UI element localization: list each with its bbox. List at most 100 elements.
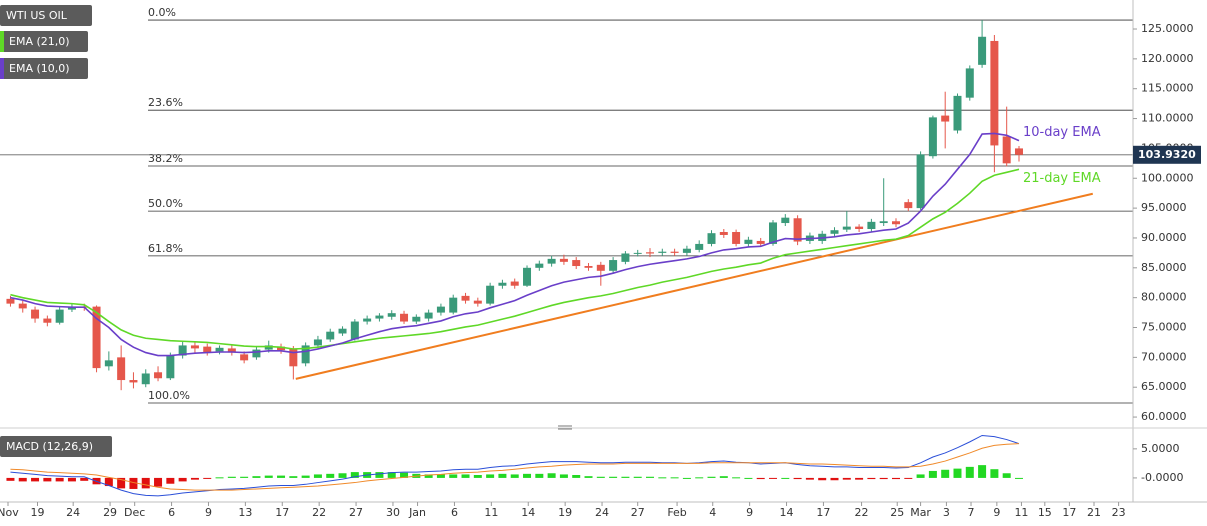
candle-body [941, 115, 950, 122]
macd-histogram-bar [252, 476, 261, 478]
candle-body [240, 354, 249, 361]
y-tick-label: 100.0000 [1141, 171, 1194, 184]
x-tick-label: 24 [66, 506, 80, 519]
candle-body [732, 231, 741, 244]
candle-body [486, 285, 495, 304]
y-tick-label: -0.0000 [1141, 471, 1183, 484]
plot-area: 0.0% 23.6% 38.2% 50.0% 61.8% 100.0% 21-day EMA… [0, 6, 1133, 497]
macd-histogram-bar [313, 474, 322, 478]
candle-body [572, 260, 581, 267]
candle-body [867, 221, 876, 230]
macd-histogram-bar [658, 477, 667, 479]
macd-histogram-bar [670, 477, 679, 479]
macd-histogram-bar [855, 477, 864, 480]
y-tick-label: 80.0000 [1141, 291, 1187, 304]
x-tick-label: 6 [168, 506, 175, 519]
macd-histogram-bar [756, 477, 765, 480]
macd-histogram-bar [18, 477, 27, 482]
ema-line [10, 168, 1020, 350]
candle-body [793, 218, 802, 242]
macd-histogram-bar [227, 476, 236, 478]
legend-entry: EMA (10,0) [9, 62, 70, 75]
macd-histogram-bar [6, 477, 15, 481]
x-tick-label: 9 [205, 506, 212, 519]
candle-body [178, 345, 187, 356]
candle-body [781, 217, 790, 224]
candle-body [547, 258, 556, 264]
macd-histogram-bar [31, 477, 40, 482]
macd-histogram-bar [879, 477, 888, 480]
macd-histogram-bar [609, 476, 618, 478]
macd-histogram-bar [190, 477, 199, 480]
candle-body [646, 252, 655, 254]
x-tick-label: 22 [312, 506, 326, 519]
candle-body [387, 313, 396, 317]
macd-histogram-bar [350, 472, 359, 478]
macd-histogram-bar [104, 477, 113, 487]
candle-body [965, 68, 974, 98]
candle-body [43, 318, 52, 323]
candle-body [141, 373, 150, 385]
fib-label: 100.0% [148, 389, 190, 402]
macd-histogram-bar [978, 465, 987, 478]
macd-histogram-bar [1002, 473, 1011, 478]
candle-body [461, 295, 470, 301]
x-tick-label: 19 [31, 506, 45, 519]
macd-histogram-bar [596, 476, 605, 478]
y-tick-label: 70.0000 [1141, 350, 1187, 363]
fib-label: 0.0% [148, 6, 176, 19]
fib-label: 61.8% [148, 242, 183, 255]
fib-label: 23.6% [148, 96, 183, 109]
macd-histogram-bar [43, 477, 52, 482]
macd-histogram-bar [535, 473, 544, 478]
macd-histogram-bar [154, 477, 163, 487]
x-tick-label: 17 [1062, 506, 1076, 519]
x-tick-label: 23 [1112, 506, 1126, 519]
candle-body [719, 231, 728, 235]
macd-histogram-bar [732, 477, 741, 479]
last-price-label: 103.9320 [1138, 148, 1196, 161]
x-tick-label: Jan [408, 506, 426, 519]
candle-body [473, 300, 482, 304]
legend-box [0, 58, 88, 79]
macd-histogram-bar [523, 473, 532, 478]
macd-histogram-bar [301, 475, 310, 478]
x-tick-label: 7 [968, 506, 975, 519]
macd-histogram-bar [805, 477, 814, 480]
candle-body [92, 306, 101, 369]
trendline [295, 192, 1094, 380]
macd-title: MACD (12,26,9) [6, 440, 93, 453]
candle-body [375, 315, 384, 319]
x-tick-label: 25 [890, 506, 904, 519]
x-tick-label: 17 [275, 506, 289, 519]
macd-histogram-bar [965, 466, 974, 478]
candle-body [855, 226, 864, 230]
macd-histogram-bar [793, 477, 802, 480]
macd-histogram-bar [129, 477, 138, 489]
macd-histogram-bar [707, 476, 716, 478]
macd-histogram-bar [547, 473, 556, 478]
x-tick-label: 15 [1038, 506, 1052, 519]
candle-body [670, 251, 679, 253]
macd-histogram-bar [449, 474, 458, 478]
macd-histogram-bar [842, 477, 851, 480]
macd-histogram-bar [67, 477, 76, 482]
macd-histogram-bar [178, 477, 187, 482]
y-tick-label: 60.0000 [1141, 410, 1187, 423]
fib-label: 50.0% [148, 197, 183, 210]
x-tick-label: 27 [631, 506, 645, 519]
x-tick-label: 21 [1087, 506, 1101, 519]
macd-histogram-bar [916, 474, 925, 478]
candle-body [535, 263, 544, 268]
macd-histogram-bar [141, 477, 150, 489]
candle-body [400, 313, 409, 322]
candle-body [227, 348, 236, 353]
ema-line [10, 132, 1020, 357]
x-tick-label: 19 [558, 506, 572, 519]
macd-histogram-bar [904, 477, 913, 479]
macd-histogram-bar [695, 477, 704, 479]
x-tick-label: 13 [238, 506, 252, 519]
candle-body [55, 309, 64, 323]
x-tick-label: Mar [910, 506, 931, 519]
candle-body [769, 222, 778, 244]
